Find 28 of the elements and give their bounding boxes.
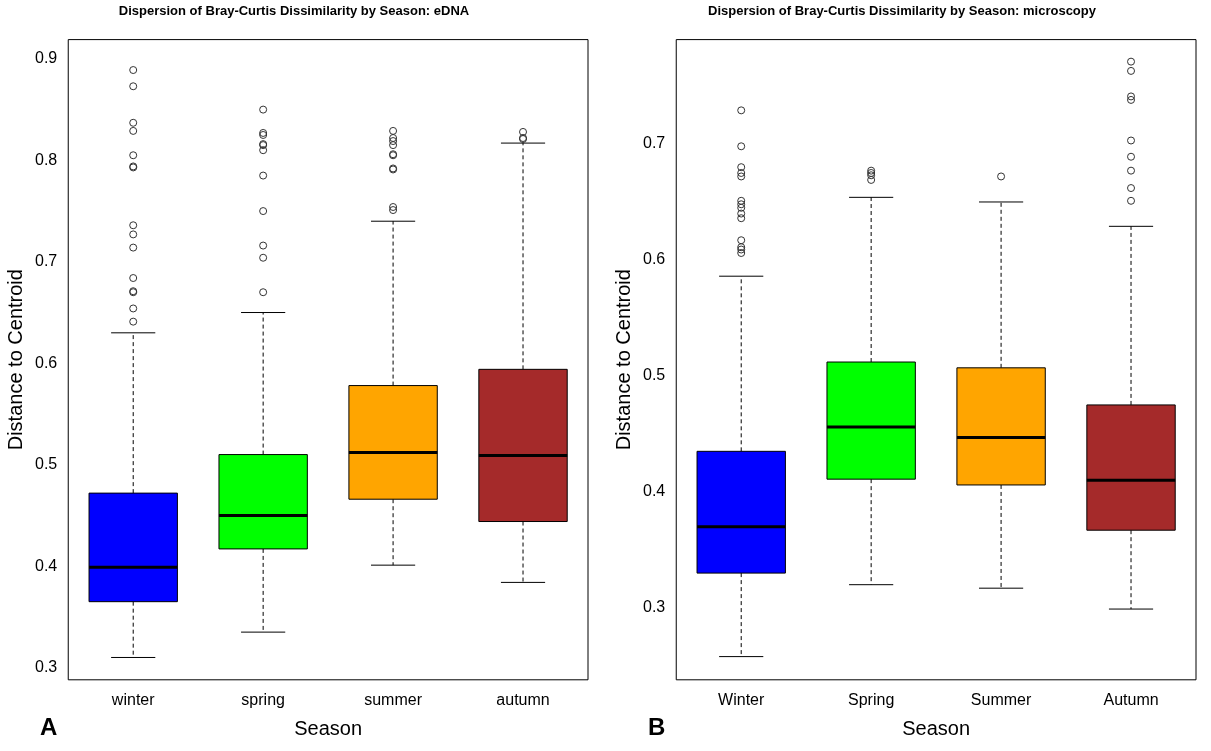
text: A <box>40 713 58 741</box>
x-tick-label: Spring <box>848 690 895 708</box>
y-tick-label: 0.9 <box>34 49 58 67</box>
chart-title: Dispersion of Bray-Curtis Dissimilarity by Season: microscopy <box>708 3 1097 19</box>
y-tick-label: 0.6 <box>34 353 58 371</box>
y-tick-label: 0.7 <box>642 134 666 152</box>
y-tick-label: 0.7 <box>34 252 58 270</box>
y-tick-label: 0.8 <box>34 150 58 168</box>
y-tick-label: 0.3 <box>642 598 666 616</box>
x-tick-label: summer <box>364 690 423 708</box>
x-tick-label: winter <box>110 690 156 708</box>
x-tick-label: autumn <box>496 690 550 708</box>
y-tick-label: 0.4 <box>642 482 666 500</box>
x-tick-label: Autumn <box>1103 690 1159 708</box>
y-tick-label: 0.3 <box>34 658 58 676</box>
y-tick-label: 0.5 <box>34 455 58 473</box>
y-axis-title: Distance to Centroid <box>611 269 634 451</box>
x-tick-label: Summer <box>970 690 1032 708</box>
x-tick-label: Winter <box>718 690 765 708</box>
x-axis-title: Season <box>294 716 363 739</box>
y-axis-title: Distance to Centroid <box>3 269 26 451</box>
chart-title: Dispersion of Bray-Curtis Dissimilarity by Season: eDNA <box>118 3 470 19</box>
y-tick-label: 0.5 <box>642 366 666 384</box>
y-tick-label: 0.4 <box>34 556 58 574</box>
y-tick-label: 0.6 <box>642 250 666 268</box>
x-tick-label: spring <box>241 690 285 708</box>
x-axis-title: Season <box>902 716 971 739</box>
text: B <box>648 713 666 741</box>
